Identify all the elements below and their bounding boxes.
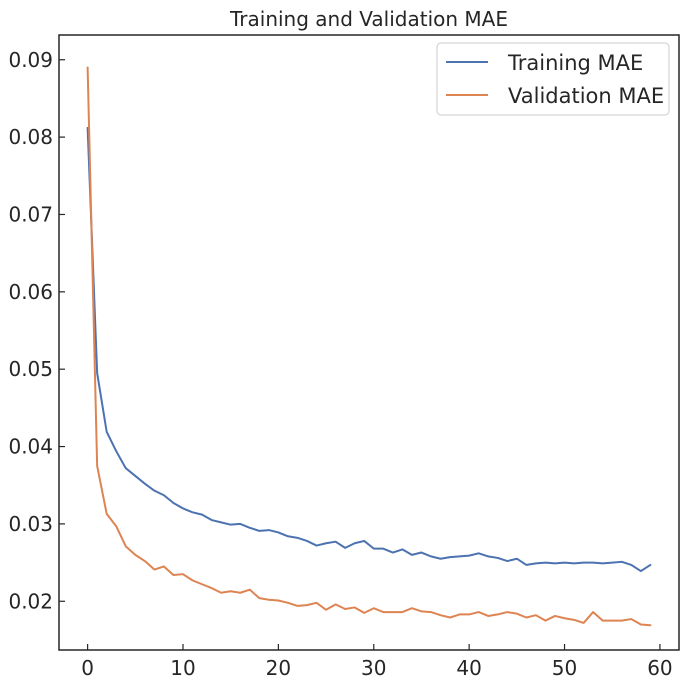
y-axis: 0.02 0.03 0.04 0.05 0.06 0.07 0.08 0.09 <box>8 48 65 613</box>
x-axis: 0 10 20 30 40 50 60 <box>81 644 673 680</box>
y-tick-label: 0.04 <box>8 435 53 459</box>
y-tick-label: 0.03 <box>8 512 53 536</box>
chart-title: Training and Validation MAE <box>229 7 508 31</box>
x-tick-label: 50 <box>552 656 577 680</box>
x-tick-label: 20 <box>266 656 291 680</box>
y-tick-label: 0.09 <box>8 48 53 72</box>
legend-box <box>436 42 670 116</box>
y-tick-label: 0.08 <box>8 125 53 149</box>
legend-label-training: Training MAE <box>507 51 643 75</box>
x-tick-label: 10 <box>170 656 195 680</box>
x-tick-label: 60 <box>647 656 672 680</box>
legend: Training MAE Validation MAE <box>436 42 670 116</box>
plot-area <box>86 66 652 627</box>
series-line-validation <box>86 66 652 627</box>
y-tick-label: 0.05 <box>8 357 53 381</box>
x-tick-label: 30 <box>361 656 386 680</box>
plot-frame <box>58 34 680 651</box>
legend-label-validation: Validation MAE <box>508 84 664 108</box>
series-line-training <box>86 126 652 573</box>
y-tick-label: 0.06 <box>8 280 53 304</box>
y-tick-label: 0.07 <box>8 202 53 226</box>
x-tick-label: 0 <box>81 656 94 680</box>
x-tick-label: 40 <box>456 656 481 680</box>
y-tick-label: 0.02 <box>8 589 53 613</box>
